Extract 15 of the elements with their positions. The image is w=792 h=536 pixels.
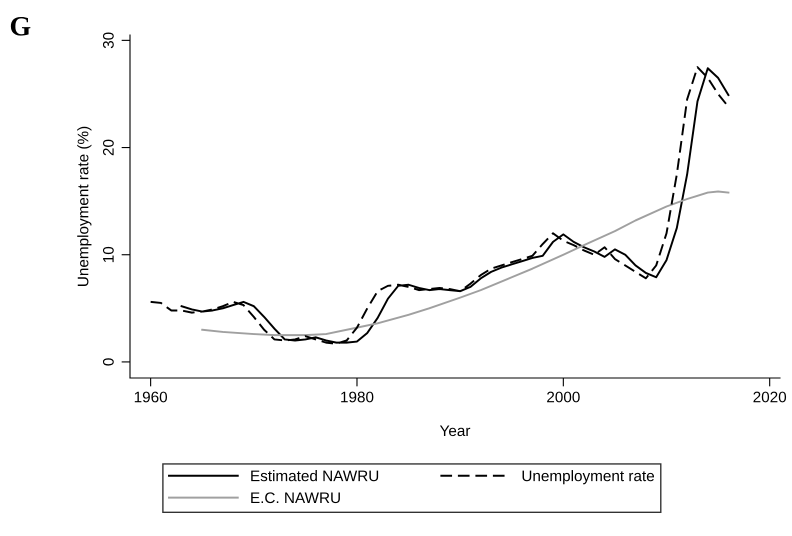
text: G [10,16,30,36]
x-tick-label: 1960 [134,392,168,402]
y-tick-label: 30 [102,32,114,48]
legend-label: Estimated NAWRU [251,470,378,482]
x-tick-label: 2000 [547,392,580,402]
y-tick-label: 10 [102,246,114,262]
line-series [201,190,730,336]
y-axis-title: Unemployment rate (%) [77,126,92,286]
x-tick-label: 2020 [753,392,786,402]
legend-label: Unemployment rate [522,470,654,484]
x-axis-title: Year [440,425,470,436]
y-tick-label: 0 [102,358,114,366]
x-tick-label: 1980 [341,392,374,402]
legend-label: E.C. NAWRU [251,492,340,504]
y-tick-label: 20 [102,140,114,156]
